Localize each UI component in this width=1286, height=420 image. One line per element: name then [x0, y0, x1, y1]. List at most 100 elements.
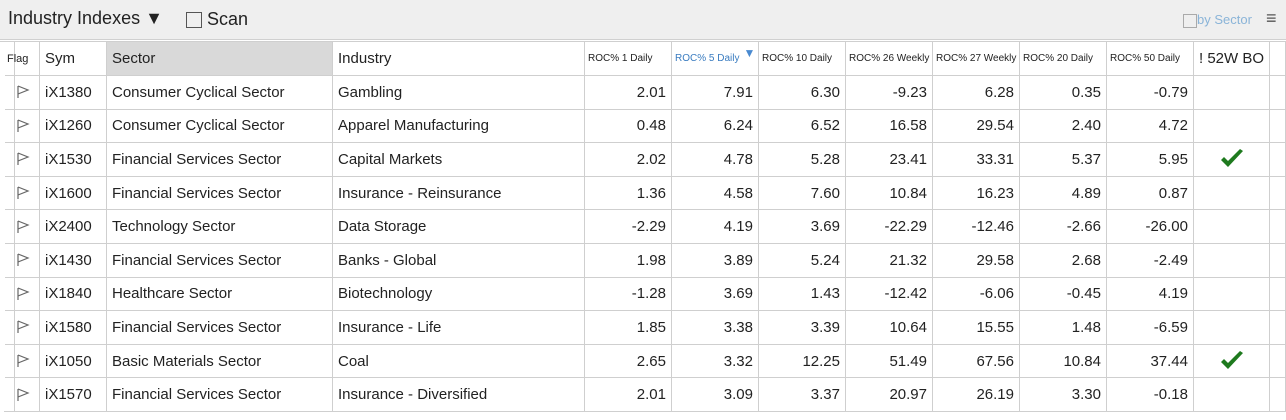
index-dropdown[interactable]: Industry Indexes ▼ [8, 8, 163, 28]
cell: iX1050 [40, 344, 107, 379]
column-header[interactable]: ROC% 5 Daily ▼ [672, 42, 759, 76]
flag-icon [17, 287, 30, 300]
cell [1270, 311, 1286, 345]
cell: Consumer Cyclical Sector [107, 109, 333, 144]
cell: 20.97 [846, 378, 933, 412]
cell: 16.23 [933, 176, 1020, 211]
flag-cell[interactable] [5, 109, 40, 144]
flag-cell[interactable] [5, 244, 40, 278]
cell: -0.79 [1107, 76, 1194, 110]
cell: 3.89 [672, 244, 759, 278]
cell: iX1530 [40, 143, 107, 177]
breakout-cell [1194, 143, 1270, 177]
cell: 5.95 [1107, 143, 1194, 177]
cell: 33.31 [933, 143, 1020, 177]
column-header[interactable]: Flag [5, 42, 40, 76]
cell: iX1600 [40, 176, 107, 211]
cell: Capital Markets [333, 143, 585, 177]
breakout-cell [1194, 109, 1270, 144]
cell: 37.44 [1107, 344, 1194, 379]
column-header[interactable]: ! 52W BO [1194, 42, 1270, 76]
flag-cell[interactable] [5, 311, 40, 345]
header-label: ROC% 10 Daily [762, 53, 833, 64]
table: Flag Sym Sector Industry ROC% 1 Daily ROC% 5 … [0, 41, 1286, 420]
flag-cell[interactable] [5, 277, 40, 312]
header-label: ROC% 5 Daily [675, 53, 740, 64]
flag-icon [17, 186, 30, 200]
cell: iX1380 [40, 76, 107, 110]
flag-icon [17, 119, 30, 132]
flag-cell[interactable] [5, 378, 40, 412]
cell: 4.89 [1020, 176, 1107, 211]
cell: 10.84 [846, 176, 933, 211]
breakout-cell [1194, 210, 1270, 244]
column-header[interactable]: Industry [333, 42, 585, 76]
flag-cell[interactable] [5, 344, 40, 379]
menu-icon[interactable]: ≡ [1266, 8, 1277, 28]
cell: -6.06 [933, 277, 1020, 312]
cell: 3.32 [672, 344, 759, 379]
cell: 1.98 [585, 244, 672, 278]
flag-icon [17, 253, 30, 267]
header-label: ! 52W BO [1199, 50, 1265, 67]
cell: Healthcare Sector [107, 277, 333, 312]
cell: 23.41 [846, 143, 933, 177]
toolbar: Industry Indexes ▼ Scan by Sector ≡ [0, 0, 1286, 40]
flag-icon [17, 220, 30, 233]
cell: -22.29 [846, 210, 933, 244]
by-sector-toggle[interactable]: by Sector [1183, 12, 1252, 28]
column-header[interactable]: ROC% 1 Daily [585, 42, 672, 76]
cell [1270, 244, 1286, 278]
column-header[interactable]: Sector [107, 42, 333, 76]
cell: Financial Services Sector [107, 378, 333, 412]
cell: Financial Services Sector [107, 311, 333, 345]
cell: 7.60 [759, 176, 846, 211]
flag-cell[interactable] [5, 76, 40, 110]
cell: 2.68 [1020, 244, 1107, 278]
cell: 3.37 [759, 378, 846, 412]
cell: Insurance - Life [333, 311, 585, 345]
cell: -2.29 [585, 210, 672, 244]
column-header[interactable]: ROC% 10 Daily [759, 42, 846, 76]
cell [1270, 76, 1286, 110]
cell: 29.58 [933, 244, 1020, 278]
header-label: Flag [7, 52, 29, 65]
cell: 2.02 [585, 143, 672, 177]
breakout-cell [1194, 76, 1270, 110]
column-header[interactable]: Sym [40, 42, 107, 76]
cell: 4.78 [672, 143, 759, 177]
cell: Data Storage [333, 210, 585, 244]
scan-toggle[interactable]: Scan [186, 9, 248, 30]
header-label: Industry [338, 50, 392, 67]
column-header[interactable]: ROC% 27 Weekly [933, 42, 1020, 76]
cell: -9.23 [846, 76, 933, 110]
cell [1270, 210, 1286, 244]
cell: -12.46 [933, 210, 1020, 244]
column-header[interactable]: ROC% 26 Weekly [846, 42, 933, 76]
breakout-cell [1194, 277, 1270, 312]
flag-cell[interactable] [5, 143, 40, 177]
flag-icon [17, 85, 30, 99]
flag-cell[interactable] [5, 176, 40, 211]
dropdown-label: Industry Indexes [8, 8, 141, 28]
cell: Banks - Global [333, 244, 585, 278]
flag-icon [17, 152, 30, 166]
cell: 16.58 [846, 109, 933, 144]
cell: 2.65 [585, 344, 672, 379]
flag-cell[interactable] [5, 210, 40, 244]
cell: 26.19 [933, 378, 1020, 412]
cell: -26.00 [1107, 210, 1194, 244]
cell: 3.09 [672, 378, 759, 412]
cell: 1.36 [585, 176, 672, 211]
cell: 6.52 [759, 109, 846, 144]
cell [1270, 277, 1286, 312]
cell: iX1580 [40, 311, 107, 345]
cell: 21.32 [846, 244, 933, 278]
column-header[interactable]: ROC% 50 Daily [1107, 42, 1194, 76]
cell: -2.49 [1107, 244, 1194, 278]
cell: 12.25 [759, 344, 846, 379]
cell: -12.42 [846, 277, 933, 312]
cell: 6.30 [759, 76, 846, 110]
column-header[interactable]: ROC% 20 Daily [1020, 42, 1107, 76]
cell [1270, 109, 1286, 144]
